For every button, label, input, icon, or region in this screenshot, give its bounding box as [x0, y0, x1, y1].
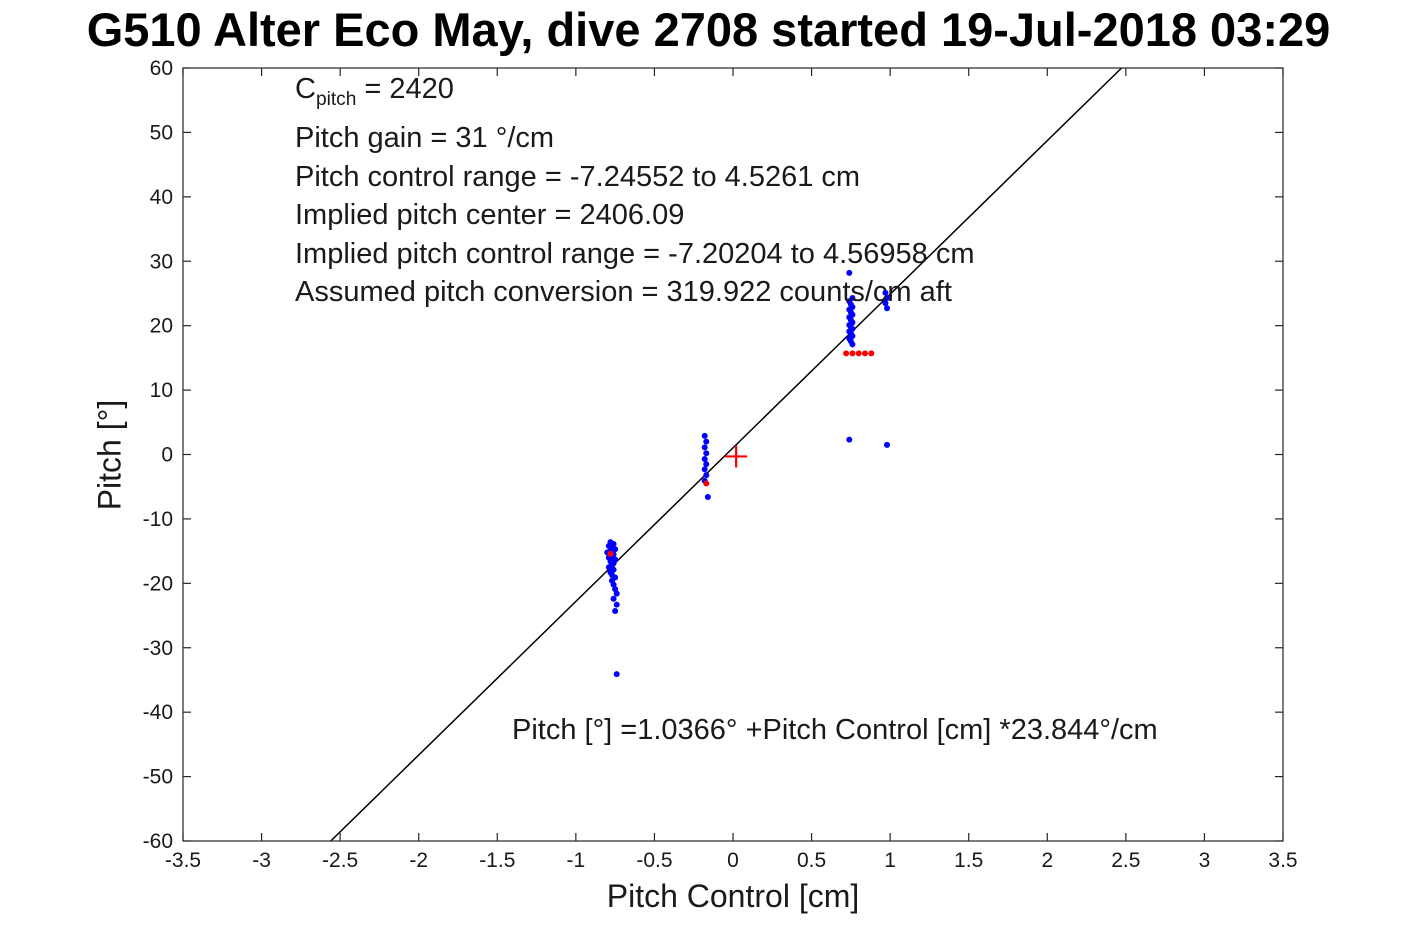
- pitch-observations-point: [703, 438, 710, 445]
- pitch-observations-point: [610, 595, 617, 602]
- x-axis-label: Pitch Control [cm]: [606, 878, 860, 914]
- pitch-observations-point: [613, 601, 620, 608]
- flagged-observations-point: [607, 550, 614, 557]
- y-axis-label: Pitch [°]: [91, 399, 128, 511]
- pitch-observations-point: [703, 450, 710, 457]
- pitch-observations-point: [704, 494, 711, 501]
- pitch-observations-point: [884, 294, 890, 301]
- x-tick-label: -3.5: [165, 849, 201, 872]
- fit-line: [330, 67, 1123, 842]
- y-tick-label: -30: [143, 637, 173, 660]
- pitch-observations-point: [846, 436, 853, 443]
- pitch-observations-point: [701, 432, 708, 439]
- y-tick-label: -10: [143, 508, 173, 531]
- pitch-observations-point: [612, 608, 619, 615]
- x-tick-label: -3: [252, 849, 271, 872]
- y-tick-label: -60: [143, 830, 173, 853]
- x-tick-label: -1.5: [479, 849, 515, 872]
- x-tick-label: -1: [567, 849, 586, 872]
- pitch-observations-point: [701, 456, 708, 463]
- x-tick-label: 3.5: [1268, 849, 1297, 872]
- fit-info-line: Assumed pitch conversion = 319.922 count…: [295, 276, 952, 309]
- cpitch-subscript: pitch: [315, 88, 357, 110]
- pitch-observations-point: [605, 564, 612, 571]
- pitch-observations-point: [703, 472, 710, 479]
- flagged-observations-point: [843, 350, 850, 357]
- pitch-observations-point: [846, 269, 853, 276]
- flagged-observations-point: [849, 350, 856, 357]
- x-tick-label: -0.5: [636, 849, 672, 872]
- pitch-observations-point: [613, 590, 620, 597]
- flagged-observations-point: [862, 350, 868, 357]
- y-tick-label: -40: [143, 701, 173, 724]
- flagged-observations-point: [855, 350, 862, 357]
- x-tick-label: 1: [884, 849, 896, 872]
- pitch-observations-point: [882, 300, 889, 307]
- pitch-observations-point: [612, 586, 619, 593]
- flagged-observations-point: [703, 480, 710, 487]
- x-tick-label: 0.5: [797, 849, 826, 872]
- fit-info-line: Implied pitch control range = -7.20204 t…: [295, 237, 975, 270]
- fit-info-line: Implied pitch center = 2406.09: [295, 199, 685, 232]
- fit-info-block: Cpitch = 2420 Pitch gain = 31 °/cm Pitch…: [295, 70, 975, 312]
- pitch-observations-point: [884, 441, 890, 448]
- x-tick-label: 3: [1199, 849, 1211, 872]
- chart-title: G510 Alter Eco May, dive 2708 started 19…: [86, 3, 1331, 56]
- y-tick-label: 40: [150, 186, 173, 209]
- x-tick-label: -2.5: [322, 849, 358, 872]
- fit-equation: Pitch [°] =1.0366° +Pitch Control [cm] *…: [512, 714, 1158, 746]
- fit-info-cpitch: Cpitch = 2420: [295, 73, 454, 110]
- pitch-observations-point: [610, 581, 617, 588]
- pitch-observations-point: [849, 341, 856, 348]
- pitch-observations-point: [613, 671, 620, 678]
- fit-info-line: Pitch control range = -7.24552 to 4.5261…: [295, 160, 861, 193]
- pitch-observations-point: [701, 466, 708, 473]
- pitch-observations-point: [703, 461, 710, 468]
- pitch-observations-point: [884, 305, 890, 312]
- y-tick-label: 20: [150, 315, 173, 338]
- y-tick-label: 10: [150, 379, 173, 402]
- y-tick-label: -50: [143, 766, 173, 789]
- x-tick-label: -2: [409, 849, 428, 872]
- fit-info-line: Pitch gain = 31 °/cm: [295, 122, 555, 155]
- y-tick-label: -20: [143, 572, 173, 595]
- pitch-observations-point: [701, 444, 708, 451]
- x-tick-label: 2: [1041, 849, 1053, 872]
- pitch-observations-point: [612, 546, 619, 553]
- x-tick-label: 2.5: [1111, 849, 1140, 872]
- x-tick-label: 1.5: [954, 849, 983, 872]
- flagged-observations-point: [868, 350, 875, 357]
- pitch-observations-point: [882, 289, 889, 296]
- y-tick-label: 50: [150, 121, 173, 144]
- y-tick-label: 30: [150, 250, 173, 273]
- x-tick-label: 0: [727, 849, 739, 872]
- y-tick-label: 0: [161, 444, 173, 467]
- y-tick-label: 60: [150, 57, 173, 80]
